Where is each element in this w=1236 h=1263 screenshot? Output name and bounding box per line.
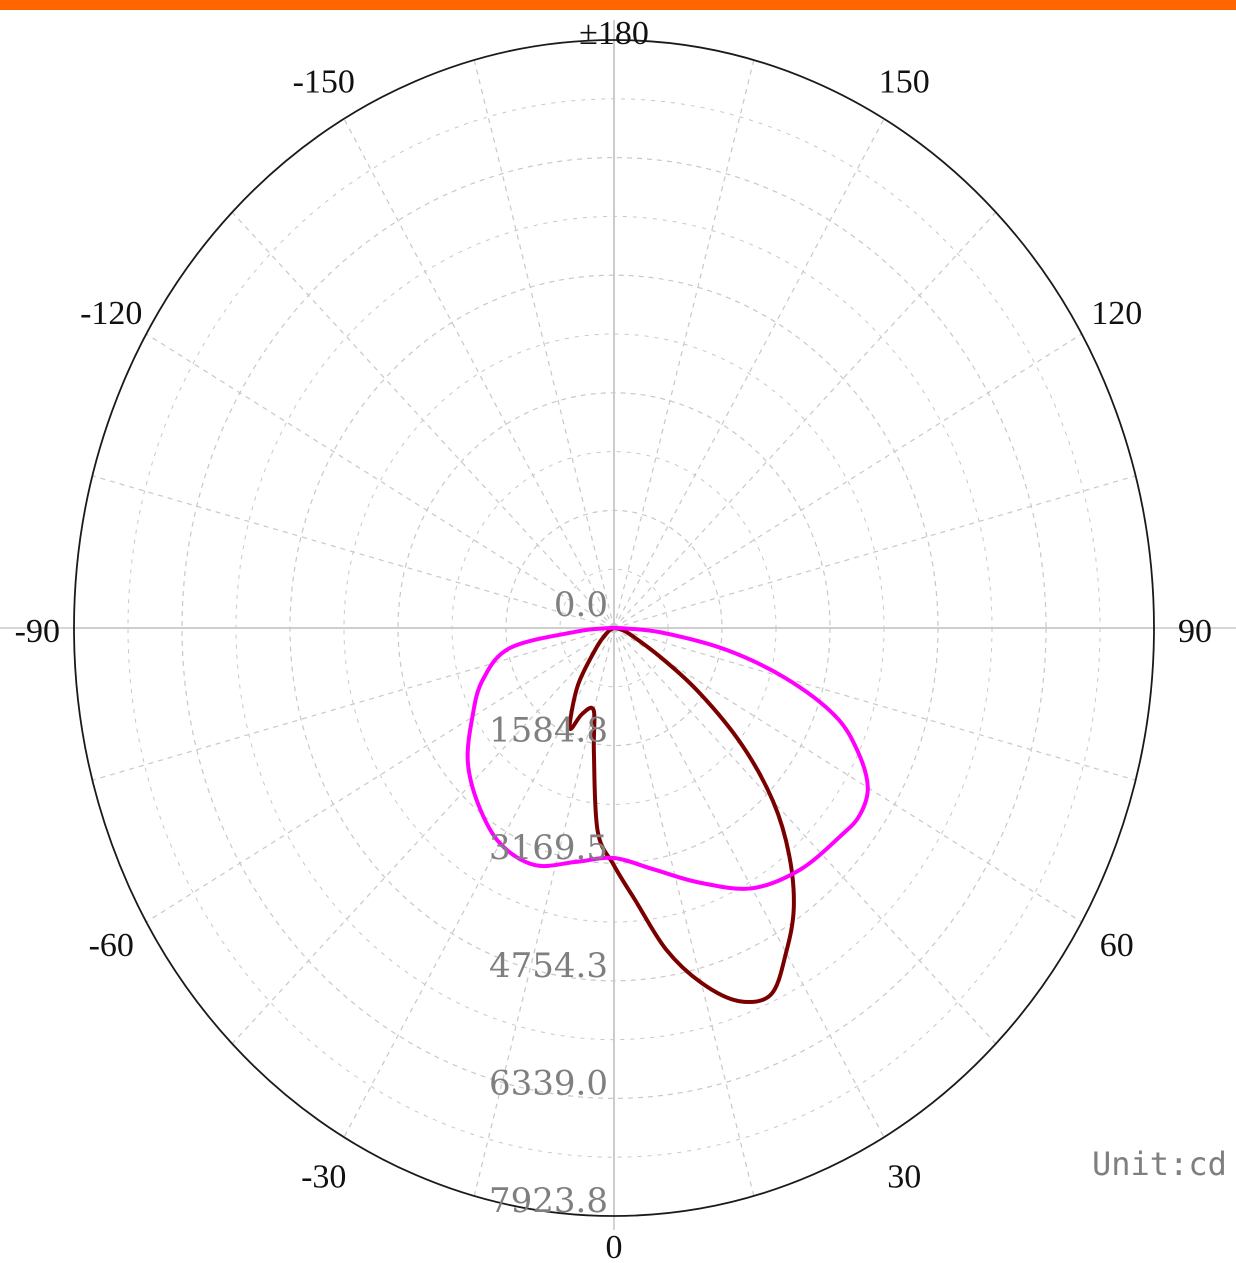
angle-tick-label: -150 — [293, 64, 355, 101]
angle-tick-label: 90 — [1178, 613, 1212, 650]
radial-tick-label: 7923.8 — [489, 1181, 608, 1221]
angle-tick-label: 120 — [1091, 295, 1142, 332]
radial-tick-label: 3169.5 — [489, 828, 608, 868]
angular-grid-line — [343, 627, 615, 1138]
angle-tick-label: 0 — [606, 1229, 623, 1263]
angular-grid-line — [613, 118, 885, 629]
angular-grid-line — [613, 211, 997, 629]
radial-ring-minor — [235, 215, 993, 1041]
angular-grid-line — [613, 333, 1082, 629]
radial-tick-label: 6339.0 — [489, 1063, 608, 1103]
angular-grid-line — [613, 627, 885, 1138]
radial-ring-minor — [127, 98, 1101, 1158]
outer-ring — [73, 39, 1155, 1217]
radial-ring — [181, 157, 1047, 1099]
angle-tick-label: -60 — [89, 927, 134, 964]
label-layer: 0.0 1584.8 3169.5 4754.3 6339.0 7923.8 0 30 60 90… — [15, 15, 1212, 1263]
series-curve-0 — [567, 626, 796, 1005]
angular-grid-line — [146, 627, 615, 923]
angle-tick-label: -30 — [301, 1158, 346, 1195]
angular-grid-line — [613, 627, 1082, 923]
radial-tick-label: 4754.3 — [489, 946, 608, 986]
angle-tick-label: 150 — [879, 64, 930, 101]
radial-ring-minor — [451, 451, 777, 805]
angular-grid-line — [231, 627, 615, 1045]
top-accent-bar — [0, 0, 1236, 10]
angle-tick-label: ±180 — [579, 15, 649, 52]
radial-ring-minor — [559, 568, 669, 688]
angular-grid-line — [473, 59, 615, 629]
series-curve-1 — [465, 625, 870, 891]
angular-grid-line — [92, 627, 615, 781]
angular-grid-line — [613, 475, 1136, 629]
angle-tick-label: 60 — [1100, 927, 1134, 964]
angle-tick-label: 30 — [887, 1158, 921, 1195]
angle-tick-label: -90 — [15, 613, 60, 650]
radial-tick-label: 0.0 — [554, 585, 608, 625]
angular-grid-line — [613, 627, 997, 1045]
angular-grid-line — [343, 118, 615, 629]
angle-tick-label: -120 — [80, 295, 142, 332]
radial-ring — [289, 274, 939, 982]
grid-layer — [0, 20, 1236, 1230]
angular-grid-line — [613, 627, 1136, 781]
series-layer — [465, 625, 870, 1005]
unit-label: Unit:cd — [1092, 1145, 1227, 1183]
radial-tick-label: 1584.8 — [489, 711, 608, 751]
radial-ring-minor — [343, 333, 885, 923]
radial-ring — [505, 509, 723, 747]
angular-grid-line — [613, 59, 755, 629]
angular-grid-line — [146, 333, 615, 629]
